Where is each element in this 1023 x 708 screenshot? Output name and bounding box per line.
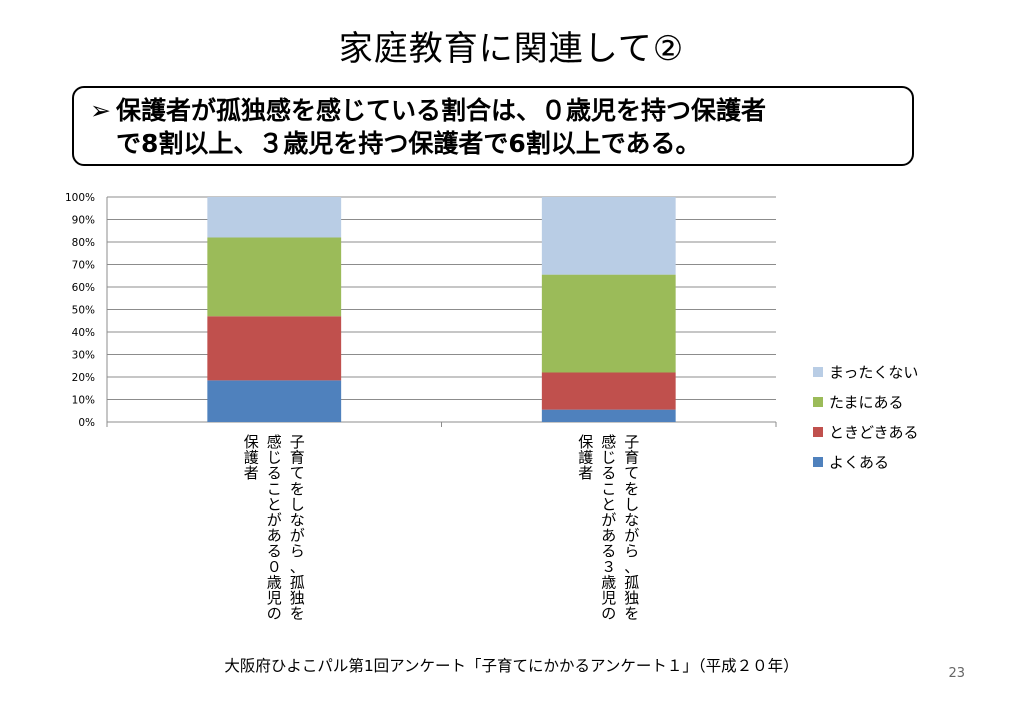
legend-label: たまにある <box>829 394 904 412</box>
slide-title: 家庭教育に関連して② <box>338 29 685 69</box>
legend-label: ときどきある <box>829 424 919 442</box>
x-category-label: 子育てをしながら、孤独を <box>624 433 639 623</box>
bar-segment <box>541 274 676 373</box>
bar-segment <box>207 197 342 238</box>
source-note: 大阪府ひよこパル第1回アンケート「子育てにかかるアンケート１」（平成２０年） <box>224 657 799 675</box>
y-tick-label: 70% <box>72 260 95 272</box>
x-category-label: 子育てをしながら、孤独を <box>290 433 305 623</box>
summary-line-2: で8割以上、３歳児を持つ保護者で6割以上である。 <box>116 129 701 158</box>
page-number: 23 <box>948 666 965 681</box>
summary-box: ➢ 保護者が孤独感を感じている割合は、０歳児を持つ保護者 で8割以上、３歳児を持つ… <box>72 86 914 166</box>
x-category-label: 保護者 <box>244 433 259 482</box>
y-tick-label: 50% <box>72 305 95 317</box>
summary-line-1: ➢ 保護者が孤独感を感じている割合は、０歳児を持つ保護者 <box>90 94 902 127</box>
legend-swatch <box>813 457 823 467</box>
x-category-label: 感じることがある３歳児の <box>601 433 616 623</box>
bar-segment <box>541 409 676 422</box>
y-tick-label: 90% <box>72 215 95 227</box>
y-tick-label: 20% <box>72 372 95 384</box>
y-tick-label: 80% <box>72 237 95 249</box>
bullet-arrow-icon: ➢ <box>90 96 111 125</box>
legend-swatch <box>813 427 823 437</box>
bar-segment <box>207 316 342 381</box>
y-tick-label: 40% <box>72 327 95 339</box>
y-tick-label: 60% <box>72 282 95 294</box>
bar-segment <box>541 197 676 275</box>
legend-swatch <box>813 367 823 377</box>
y-tick-label: 30% <box>72 350 95 362</box>
bar-segment <box>541 372 676 410</box>
x-category-label: 感じることがある０歳児の <box>267 433 282 623</box>
y-tick-label: 10% <box>72 395 95 407</box>
summary-text-1: 保護者が孤独感を感じている割合は、０歳児を持つ保護者 <box>116 96 767 125</box>
legend-label: よくある <box>829 454 889 472</box>
x-category-label: 保護者 <box>578 433 593 482</box>
bar-segment <box>207 237 342 317</box>
legend-swatch <box>813 397 823 407</box>
legend-label: まったくない <box>829 364 918 382</box>
y-tick-label: 100% <box>65 192 95 204</box>
y-tick-label: 0% <box>78 417 95 429</box>
bar-segment <box>207 380 342 422</box>
